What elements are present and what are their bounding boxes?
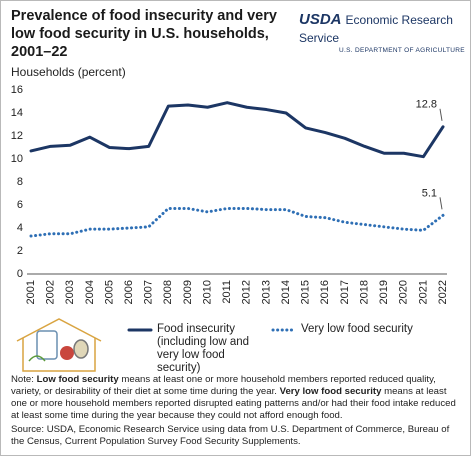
x-tick-label: 2015 bbox=[300, 280, 312, 304]
note-text: Note: bbox=[11, 374, 37, 385]
y-tick-label: 4 bbox=[17, 222, 23, 234]
x-tick-label: 2014 bbox=[280, 280, 292, 304]
x-tick-label: 2021 bbox=[417, 280, 429, 304]
y-tick-label: 14 bbox=[11, 107, 23, 119]
x-tick-label: 2003 bbox=[64, 280, 76, 304]
logo-department: U.S. DEPARTMENT OF AGRICULTURE bbox=[339, 47, 465, 54]
y-tick-label: 12 bbox=[11, 130, 23, 142]
y-tick-label: 6 bbox=[17, 199, 23, 211]
x-tick-label: 2010 bbox=[201, 280, 213, 304]
y-tick-label: 10 bbox=[11, 153, 23, 165]
x-tick-label: 2004 bbox=[84, 280, 96, 304]
note-text: means at least one or more household mem… bbox=[11, 386, 456, 421]
x-tick-label: 2008 bbox=[162, 280, 174, 304]
logo-mark: USDA bbox=[299, 11, 342, 28]
x-tick-label: 2005 bbox=[103, 280, 115, 304]
series-line bbox=[29, 101, 445, 159]
y-tick-label: 16 bbox=[11, 84, 23, 96]
y-tick-label: 2 bbox=[17, 245, 23, 257]
x-tick-label: 2006 bbox=[123, 280, 135, 304]
logo: USDA Economic Research Service U.S. DEPAR… bbox=[299, 11, 469, 54]
x-tick-label: 2009 bbox=[182, 280, 194, 304]
note: Note: Low food security means at least o… bbox=[11, 374, 463, 422]
x-tick-label: 2017 bbox=[339, 280, 351, 304]
x-tick-label: 2019 bbox=[378, 280, 390, 304]
x-tick-label: 2001 bbox=[25, 280, 37, 304]
source: Source: USDA, Economic Research Service … bbox=[11, 424, 450, 447]
x-tick-label: 2020 bbox=[398, 280, 410, 304]
chart-title: Prevalence of food insecurity and very l… bbox=[11, 8, 277, 60]
legend-label: Food insecurity (including low and very … bbox=[157, 323, 250, 374]
series-line bbox=[29, 206, 445, 238]
x-tick-label: 2018 bbox=[358, 280, 370, 304]
x-tick-label: 2013 bbox=[260, 280, 272, 304]
y-tick-label: 8 bbox=[17, 176, 23, 188]
x-tick-label: 2002 bbox=[45, 280, 57, 304]
note-text: means at least one or more household mem… bbox=[11, 374, 436, 397]
leader-line bbox=[439, 108, 443, 121]
logo-name: Economic Research Service bbox=[299, 13, 453, 45]
x-tick-label: 2022 bbox=[437, 280, 449, 304]
data-label: 5.1 bbox=[422, 187, 437, 199]
x-tick-label: 2011 bbox=[221, 280, 233, 304]
x-tick-label: 2016 bbox=[319, 280, 331, 304]
data-label: 12.8 bbox=[416, 99, 437, 111]
icon bbox=[16, 318, 102, 372]
x-tick-label: 2012 bbox=[241, 280, 253, 304]
note-term: Very low food security bbox=[279, 386, 382, 397]
legend-label: Very low food security bbox=[301, 323, 413, 335]
y-axis-label: Households (percent) bbox=[11, 65, 126, 79]
leader-line bbox=[439, 197, 443, 210]
y-tick-label: 0 bbox=[17, 268, 23, 280]
x-tick-label: 2007 bbox=[143, 280, 155, 304]
note-term: Low food security bbox=[36, 374, 119, 385]
